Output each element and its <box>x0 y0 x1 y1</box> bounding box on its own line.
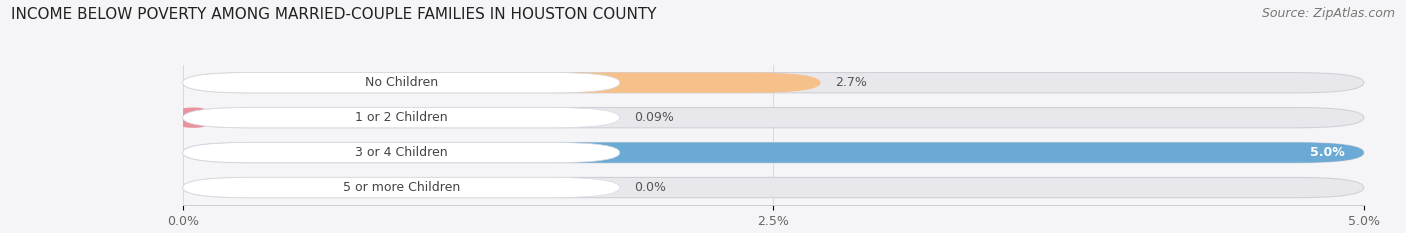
FancyBboxPatch shape <box>183 142 1364 163</box>
Text: 5 or more Children: 5 or more Children <box>343 181 460 194</box>
FancyBboxPatch shape <box>183 73 620 93</box>
Text: 5.0%: 5.0% <box>1310 146 1346 159</box>
FancyBboxPatch shape <box>183 73 1364 93</box>
Text: 3 or 4 Children: 3 or 4 Children <box>354 146 447 159</box>
Text: 1 or 2 Children: 1 or 2 Children <box>354 111 447 124</box>
Text: 0.09%: 0.09% <box>634 111 673 124</box>
Text: INCOME BELOW POVERTY AMONG MARRIED-COUPLE FAMILIES IN HOUSTON COUNTY: INCOME BELOW POVERTY AMONG MARRIED-COUPL… <box>11 7 657 22</box>
Text: Source: ZipAtlas.com: Source: ZipAtlas.com <box>1261 7 1395 20</box>
FancyBboxPatch shape <box>183 108 204 128</box>
FancyBboxPatch shape <box>183 178 620 198</box>
Text: No Children: No Children <box>364 76 437 89</box>
FancyBboxPatch shape <box>183 178 1364 198</box>
Text: 0.0%: 0.0% <box>634 181 666 194</box>
Text: 2.7%: 2.7% <box>835 76 866 89</box>
FancyBboxPatch shape <box>183 108 620 128</box>
FancyBboxPatch shape <box>183 108 1364 128</box>
FancyBboxPatch shape <box>183 142 620 163</box>
FancyBboxPatch shape <box>183 73 821 93</box>
FancyBboxPatch shape <box>183 142 1364 163</box>
